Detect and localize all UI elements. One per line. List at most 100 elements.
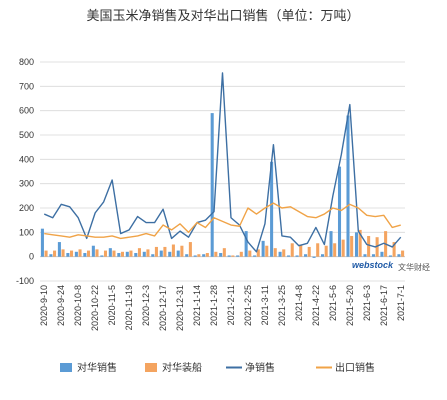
bar-1-24: [248, 250, 252, 257]
bar-0-23: [236, 255, 240, 257]
x-tick-label: 2020-9-10: [39, 285, 49, 326]
x-tick-label: 2021-4-22: [311, 285, 321, 326]
x-tick-label: 2020-10-22: [90, 285, 100, 331]
bar-1-25: [256, 249, 260, 257]
bar-1-35: [341, 239, 345, 257]
bar-0-11: [134, 253, 138, 257]
legend-label-0: 对华销售: [77, 361, 117, 374]
bar-1-27: [273, 248, 277, 257]
bar-0-42: [397, 254, 401, 257]
bar-1-16: [180, 245, 184, 257]
x-tick-label: 2021-1-28: [209, 285, 219, 326]
bar-1-8: [112, 250, 116, 257]
bar-1-0: [44, 250, 48, 257]
x-tick-label: 2021-6-17: [379, 285, 389, 326]
y-tick-label: 600: [19, 106, 34, 116]
bar-0-29: [287, 255, 291, 257]
bar-1-1: [53, 250, 57, 257]
x-tick-label: 2020-9-24: [56, 285, 66, 326]
bar-1-13: [154, 246, 158, 257]
legend-swatch-1: [145, 363, 157, 372]
legend-label-3: 出口销售: [335, 361, 375, 374]
legend-swatch-0: [60, 363, 72, 372]
y-tick-label: 200: [19, 203, 34, 213]
x-axis: 2020-9-10 2020-9-24 2020-10-8 2020-10-22 202…: [39, 285, 406, 331]
bar-1-26: [265, 245, 269, 257]
bar-1-4: [78, 249, 82, 257]
bar-0-36: [346, 115, 350, 257]
watermark-subtitle: 文华财经: [398, 262, 430, 272]
bar-1-9: [120, 251, 124, 257]
x-tick-label: 2020-11-19: [124, 285, 134, 330]
bar-1-19: [205, 253, 209, 257]
bar-0-30: [295, 255, 299, 257]
bar-0-25: [253, 255, 257, 257]
bar-0-22: [227, 255, 231, 257]
line-series-2: [43, 72, 402, 253]
bar-0-33: [321, 254, 325, 257]
x-tick-label: 2021-1-14: [192, 285, 202, 326]
x-tick-label: 2021-3-11: [260, 285, 270, 325]
bar-0-37: [354, 232, 359, 257]
bar-1-17: [188, 242, 192, 257]
x-tick-label: 2021-2-25: [243, 285, 253, 326]
bar-1-7: [103, 250, 108, 257]
bar-1-2: [61, 249, 65, 257]
bar-1-30: [299, 244, 303, 257]
x-tick-label: 2021-3-25: [277, 285, 287, 326]
bar-0-1: [49, 254, 53, 257]
bar-1-14: [163, 246, 167, 257]
bar-0-32: [312, 256, 316, 258]
x-tick-label: 2021-6-3: [362, 285, 372, 321]
bar-1-32: [316, 243, 320, 257]
bar-1-37: [358, 229, 362, 257]
bar-1-36: [350, 235, 354, 257]
bar-0-34: [329, 231, 333, 257]
bar-1-28: [282, 249, 286, 257]
bar-1-20: [214, 251, 218, 257]
bar-0-5: [83, 253, 87, 257]
watermark-logo: webstock 文华财经: [352, 260, 430, 272]
bar-1-38: [367, 235, 371, 257]
legend-label-2: 净销售: [245, 361, 275, 374]
x-tick-label: 2021-5-6: [328, 285, 338, 321]
bar-1-42: [401, 250, 405, 257]
x-tick-label: 2021-7-1: [396, 285, 406, 321]
x-tick-label: 2021-2-11: [226, 285, 236, 325]
x-tick-label: 2020-11-5: [107, 285, 117, 325]
y-tick-label: 500: [19, 130, 34, 140]
bar-1-18: [197, 254, 201, 257]
bar-0-14: [159, 250, 163, 257]
bar-0-35: [337, 166, 342, 257]
bar-0-19: [202, 254, 206, 257]
y-tick-label: 700: [19, 81, 34, 91]
bar-1-21: [222, 248, 226, 257]
bar-0-10: [125, 251, 129, 257]
bar-1-39: [375, 237, 379, 257]
bar-0-39: [371, 254, 375, 257]
bar-0-31: [304, 254, 308, 257]
watermark-brand: webstock: [352, 260, 394, 270]
bar-0-40: [380, 251, 384, 257]
bar-1-10: [129, 250, 133, 257]
y-tick-label: 0: [29, 252, 34, 262]
legend-label-1: 对华装船: [162, 361, 202, 374]
bar-1-34: [333, 243, 337, 257]
bar-0-16: [176, 250, 180, 257]
bar-1-12: [146, 249, 150, 257]
bar-1-41: [392, 242, 396, 257]
bar-0-2: [57, 242, 61, 257]
bar-1-15: [171, 244, 175, 257]
bar-0-38: [363, 254, 367, 257]
bar-0-4: [74, 251, 78, 257]
bar-0-8: [108, 248, 112, 257]
bar-1-22: [231, 255, 235, 257]
bar-0-15: [168, 251, 172, 257]
bar-1-31: [307, 246, 311, 257]
bar-0-28: [278, 251, 282, 257]
x-tick-label: 2020-12-3: [141, 285, 151, 326]
y-tick-label: 100: [19, 227, 34, 237]
bar-1-29: [290, 243, 294, 257]
